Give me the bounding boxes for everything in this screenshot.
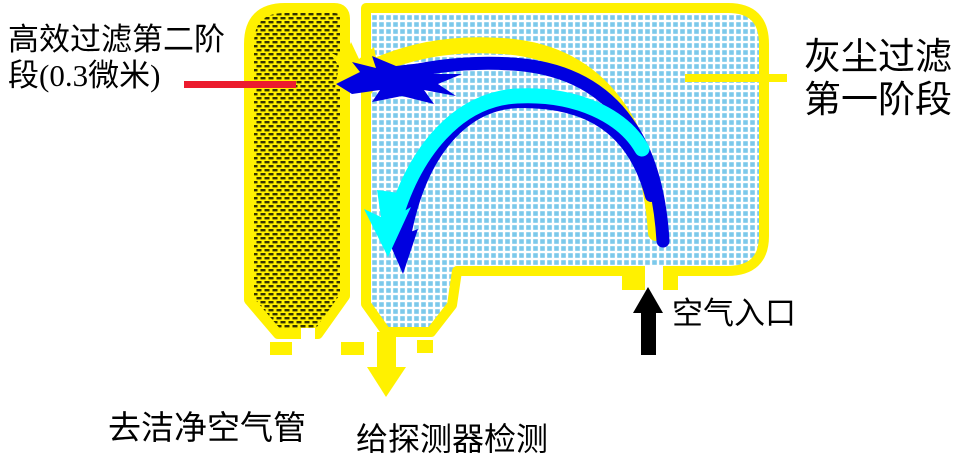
label-dust-stage-line2: 第一阶段 xyxy=(804,80,952,121)
label-hepa-stage: 高效过滤第二阶 段(0.3微米) xyxy=(8,22,225,94)
airflow-down-arrowhead-cyan xyxy=(364,190,411,257)
yellow-callout-line xyxy=(685,74,787,82)
air-inlet-up-arrow-icon xyxy=(633,287,663,355)
airflow-arc-cyan xyxy=(384,88,650,237)
clean-air-down-arrow-icon xyxy=(367,332,406,397)
red-callout-line xyxy=(184,81,296,88)
mount-foot-left xyxy=(270,342,292,355)
hepa-filter-block xyxy=(244,3,350,339)
label-hepa-stage-line1: 高效过滤第二阶 xyxy=(8,22,225,57)
label-detector: 给探测器检测 xyxy=(356,421,549,457)
mount-foot-right xyxy=(417,340,433,353)
air-inlet-flange-right xyxy=(663,271,678,290)
label-hepa-stage-line2: 段(0.3微米) xyxy=(8,58,161,93)
label-clean-air-pipe: 去洁净空气管 xyxy=(108,411,306,447)
label-dust-stage: 灰尘过滤 第一阶段 xyxy=(804,36,952,122)
mount-foot-middle xyxy=(341,342,364,355)
filter-chamber-body xyxy=(361,3,769,337)
airflow-down-arrowhead-blue xyxy=(382,202,418,274)
airflow-arrowhead-blue xyxy=(336,56,462,104)
air-inlet-flange-left xyxy=(622,271,645,290)
label-dust-stage-line1: 灰尘过滤 xyxy=(804,37,952,78)
hepa-block-notch xyxy=(301,328,315,340)
label-air-inlet: 空气入口 xyxy=(672,296,796,331)
air-inlet-gap xyxy=(645,265,663,277)
